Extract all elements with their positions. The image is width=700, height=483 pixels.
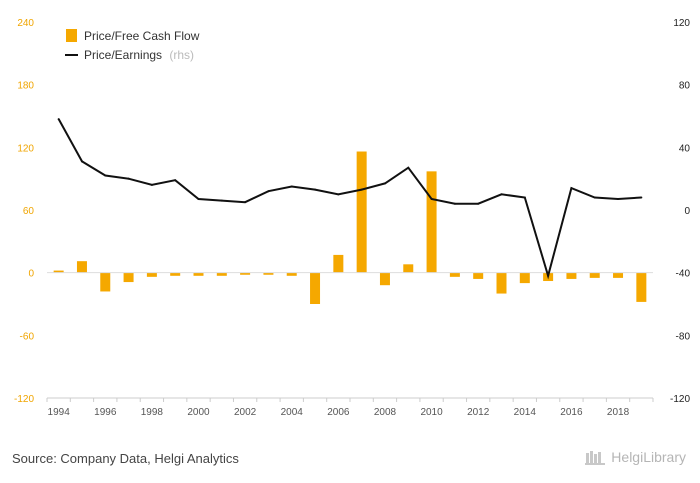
pe-point-2001 xyxy=(220,199,223,202)
x-tick-label-2010: 2010 xyxy=(420,407,443,418)
source-note: Source: Company Data, Helgi Analytics xyxy=(12,451,239,466)
bar-2003 xyxy=(263,272,274,275)
bar-2010 xyxy=(426,171,437,273)
bar-2019 xyxy=(636,272,647,302)
bar-2002 xyxy=(240,272,251,275)
bar-2000 xyxy=(193,272,204,276)
x-tick-label-2016: 2016 xyxy=(560,407,583,418)
bar-2004 xyxy=(286,272,297,276)
right-tick-label: 40 xyxy=(679,143,691,154)
pe-point-1995 xyxy=(80,160,83,163)
pe-point-1998 xyxy=(150,183,153,186)
x-tick-label-1996: 1996 xyxy=(94,407,117,418)
pe-point-1996 xyxy=(104,174,107,177)
legend-series-name: Price/Earnings xyxy=(84,48,162,62)
x-tick-label-2008: 2008 xyxy=(374,407,397,418)
left-y-axis: 240 180 120 60 0 -60 -120 xyxy=(14,18,34,405)
line-points xyxy=(57,118,643,277)
pe-point-2013 xyxy=(500,193,503,196)
left-tick-label: 180 xyxy=(17,81,34,92)
x-tick-label-2000: 2000 xyxy=(187,407,210,418)
bar-1997 xyxy=(123,272,134,283)
bar-2005 xyxy=(310,272,321,304)
pe-point-2000 xyxy=(197,198,200,201)
chart-area: 240 180 120 60 0 -60 -120 120 80 40 0 -40 -80 -120 1… xyxy=(14,18,690,418)
x-tick-label-1994: 1994 xyxy=(48,407,71,418)
x-tick-label-2006: 2006 xyxy=(327,407,350,418)
right-tick-label: 0 xyxy=(684,206,690,217)
bar-series-price-fcf xyxy=(53,151,647,304)
pe-point-1997 xyxy=(127,177,130,180)
legend-label-price-fcf: Price/Free Cash Flow xyxy=(84,29,200,43)
bar-1995 xyxy=(76,261,87,273)
left-tick-label: 240 xyxy=(17,18,34,29)
x-tick-label-2018: 2018 xyxy=(607,407,630,418)
pe-point-2006 xyxy=(337,193,340,196)
pe-point-2012 xyxy=(477,202,480,205)
pe-point-2015 xyxy=(547,274,550,277)
pe-point-2009 xyxy=(407,166,410,169)
bar-2012 xyxy=(473,272,484,279)
x-tick-label-2004: 2004 xyxy=(281,407,304,418)
left-tick-label: -120 xyxy=(14,394,34,405)
right-tick-label: -80 xyxy=(676,331,691,342)
pe-point-2005 xyxy=(314,188,317,191)
bar-2013 xyxy=(496,272,507,294)
x-tick-label-2014: 2014 xyxy=(514,407,537,418)
brand-logo: HelgiLibrary xyxy=(585,449,686,465)
bar-2016 xyxy=(566,272,577,279)
bar-2018 xyxy=(613,272,624,278)
pe-point-2017 xyxy=(593,196,596,199)
bar-2006 xyxy=(333,254,344,273)
pe-point-2003 xyxy=(267,190,270,193)
brand-name: HelgiLibrary xyxy=(611,449,686,465)
pe-point-2007 xyxy=(360,188,363,191)
right-y-axis: 120 80 40 0 -40 -80 -120 xyxy=(670,18,690,405)
pe-point-2008 xyxy=(383,182,386,185)
pe-point-1999 xyxy=(174,179,177,182)
pe-point-2018 xyxy=(617,198,620,201)
legend-label-price-earnings: Price/Earnings (rhs) xyxy=(84,48,194,62)
legend-swatch-price-fcf xyxy=(66,29,77,42)
x-tick-label-1998: 1998 xyxy=(141,407,164,418)
bar-2008 xyxy=(379,272,390,286)
legend: Price/Free Cash Flow Price/Earnings (rhs… xyxy=(65,29,200,62)
bar-1999 xyxy=(170,272,181,276)
left-tick-label: 60 xyxy=(23,206,35,217)
bar-2007 xyxy=(356,151,367,273)
pe-point-2011 xyxy=(453,202,456,205)
left-tick-label: -60 xyxy=(20,331,35,342)
pe-point-2004 xyxy=(290,185,293,188)
bar-2001 xyxy=(216,272,227,276)
pe-point-2002 xyxy=(244,201,247,204)
bar-1996 xyxy=(100,272,111,292)
pe-point-2014 xyxy=(523,196,526,199)
x-axis: 1994 1996 1998 2000 2002 2004 2006 2008 2010 2012… xyxy=(46,398,654,418)
bar-2011 xyxy=(449,272,460,277)
right-tick-label: 80 xyxy=(679,81,691,92)
bar-1994 xyxy=(53,270,64,273)
library-icon xyxy=(585,451,606,465)
right-tick-label: 120 xyxy=(673,18,690,29)
bar-2014 xyxy=(519,272,530,284)
left-tick-label: 120 xyxy=(17,143,34,154)
legend-rhs-note: (rhs) xyxy=(169,48,194,62)
x-tick-label-2002: 2002 xyxy=(234,407,257,418)
right-tick-label: -120 xyxy=(670,394,690,405)
pe-point-2016 xyxy=(570,187,573,190)
x-tick-label-2012: 2012 xyxy=(467,407,490,418)
bar-2017 xyxy=(589,272,600,278)
right-tick-label: -40 xyxy=(676,269,691,280)
bar-1998 xyxy=(146,272,157,277)
pe-point-2019 xyxy=(640,196,643,199)
pe-point-2010 xyxy=(430,198,433,201)
pe-point-1994 xyxy=(57,118,60,121)
bar-2009 xyxy=(403,264,414,273)
left-tick-label: 0 xyxy=(28,269,34,280)
line-series-price-earnings xyxy=(57,118,642,280)
